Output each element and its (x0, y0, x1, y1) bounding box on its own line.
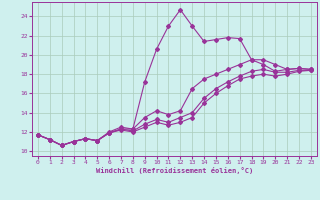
X-axis label: Windchill (Refroidissement éolien,°C): Windchill (Refroidissement éolien,°C) (96, 167, 253, 174)
